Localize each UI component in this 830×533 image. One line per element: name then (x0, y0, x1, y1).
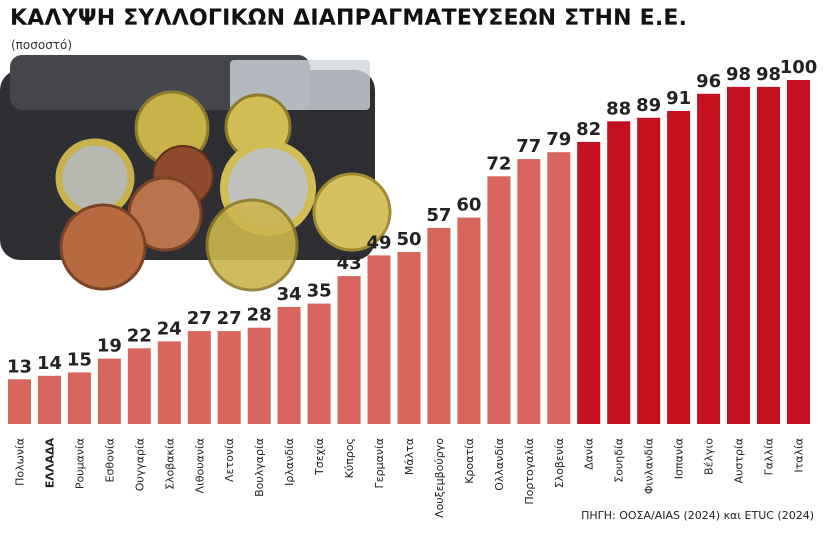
category-labels-group: Πολωνία ΕΛΛΑΔΑ Ρουμανία Εσθονία Ουγγαρία Σλοβ… (14, 438, 806, 519)
value-label: 43 (337, 253, 362, 274)
value-label: 72 (486, 153, 511, 174)
value-label: 96 (696, 71, 721, 92)
value-label: 15 (67, 349, 92, 370)
category-label: Γερμανία (373, 438, 386, 488)
value-label: 91 (666, 88, 691, 109)
bar (457, 217, 481, 424)
coin-9 (205, 198, 299, 292)
category-label: Σλοβενία (553, 438, 566, 488)
source-note: ΠΗΓΗ: ΟΟΣΑ/AIAS (2024) και ETUC (2024) (581, 509, 814, 522)
category-label: Ουγγαρία (133, 438, 146, 491)
bar (727, 86, 750, 425)
value-label: 57 (426, 205, 451, 226)
category-label: Πορτογαλία (523, 438, 536, 505)
category-label: Πολωνία (14, 438, 27, 486)
bar (337, 276, 361, 424)
value-label: 82 (576, 119, 601, 140)
value-label: 77 (516, 136, 541, 157)
value-label: 79 (546, 129, 571, 150)
category-label: Τσεχία (313, 438, 326, 476)
bar (217, 331, 241, 424)
bar (427, 227, 451, 424)
category-label: Φινλανδία (643, 438, 656, 494)
category-label: Λιθουανία (193, 438, 206, 493)
bar (367, 255, 391, 424)
category-label: Αυστρία (733, 438, 746, 483)
value-label: 88 (606, 98, 631, 119)
value-label: 19 (97, 336, 122, 357)
value-label: 49 (366, 232, 391, 253)
category-label: Λουξεμβούργο (433, 438, 446, 518)
category-label: Κύπρος (343, 438, 356, 478)
value-label: 14 (37, 353, 62, 374)
bar (127, 348, 151, 424)
bar (157, 341, 181, 424)
category-label: Δανία (583, 438, 596, 470)
value-label: 100 (780, 57, 818, 78)
category-label: Ιταλία (793, 438, 806, 473)
coin-3 (55, 138, 135, 218)
bar (547, 152, 571, 424)
chart-title: ΚΑΛΥΨΗ ΣΥΛΛΟΓΙΚΩΝ ΔΙΑΠΡΑΓΜΑΤΕΥΣΕΩΝ ΣΤΗΝ … (10, 6, 688, 31)
bar (487, 176, 511, 424)
bar (757, 86, 780, 425)
category-label: Εσθονία (103, 438, 116, 483)
category-label: Σλοβακία (163, 438, 176, 490)
value-label: 22 (127, 325, 152, 346)
value-label: 27 (187, 308, 212, 329)
category-label: Κροατία (463, 438, 476, 484)
bar (517, 159, 541, 424)
value-label: 35 (307, 281, 332, 302)
bar (67, 372, 91, 424)
category-label: Βουλγαρία (253, 438, 266, 497)
value-label: 98 (726, 64, 751, 85)
category-label: Λετονία (223, 438, 236, 482)
bar (307, 303, 331, 424)
category-label: Γαλλία (763, 438, 776, 475)
category-label: Ολλανδία (493, 438, 506, 491)
bar (637, 117, 661, 425)
value-label: 34 (277, 284, 302, 305)
category-label: Ισπανία (673, 438, 686, 479)
bar (697, 93, 721, 425)
value-label: 60 (456, 195, 481, 216)
bar (577, 141, 601, 424)
bar (38, 375, 61, 424)
decorative-wallet-coins-image (0, 55, 392, 292)
category-label: Ρουμανία (73, 438, 86, 489)
value-label: 13 (7, 356, 32, 377)
category-label: Βέλγιο (703, 438, 716, 475)
bar (8, 379, 31, 424)
bar (667, 111, 691, 424)
category-label: Ιρλανδία (283, 438, 296, 486)
coin-8 (312, 172, 392, 252)
category-label: Μάλτα (403, 438, 416, 475)
bar (787, 80, 810, 424)
bar (277, 307, 301, 424)
bar (397, 252, 421, 424)
category-label: Σουηδία (613, 438, 626, 483)
bar (97, 358, 121, 424)
bar (187, 331, 211, 424)
value-label: 50 (396, 229, 421, 250)
value-label: 98 (756, 64, 781, 85)
bars-group (8, 80, 810, 425)
bar (247, 327, 271, 424)
value-label: 24 (157, 318, 182, 339)
value-label: 27 (217, 308, 242, 329)
value-label: 89 (636, 95, 661, 116)
coin-7 (59, 203, 147, 291)
value-label: 28 (247, 305, 272, 326)
bar (607, 121, 631, 425)
category-label: ΕΛΛΑΔΑ (44, 438, 57, 489)
chart-subtitle: (ποσοστό) (11, 38, 73, 52)
